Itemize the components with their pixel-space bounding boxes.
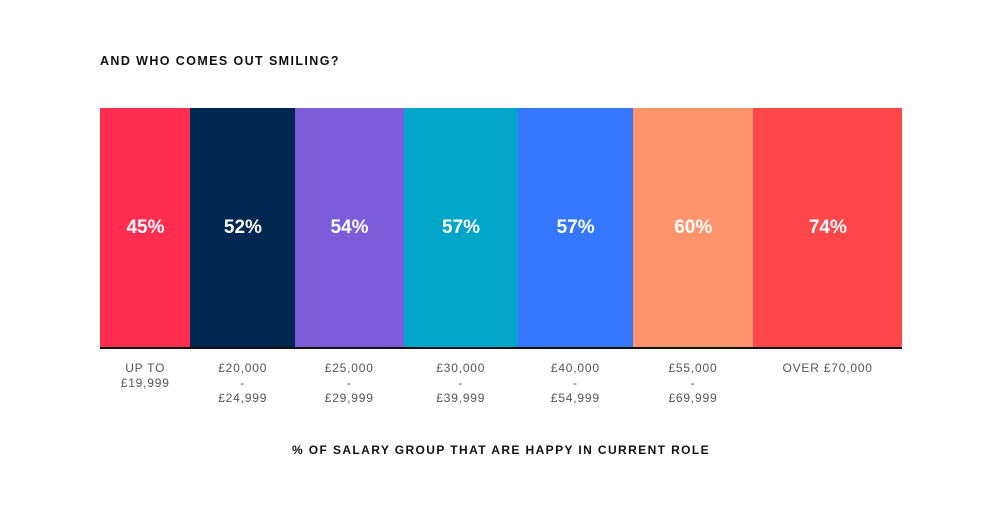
bar: 74% — [753, 108, 903, 348]
category-label: £55,000- £69,999 — [633, 361, 754, 406]
category-label-line: £29,999 — [324, 391, 374, 405]
category-label-line: £30,000 — [436, 361, 486, 375]
category-label-line: £25,000 — [324, 361, 374, 375]
bar-value-label: 57% — [556, 217, 595, 238]
bar-value-label: 45% — [126, 217, 165, 238]
category-label: UP TO £19,999 — [100, 361, 190, 391]
category-label-line: £39,999 — [436, 391, 486, 405]
category-label: £20,000- £24,999 — [190, 361, 295, 406]
category-label-line: £69,999 — [668, 391, 718, 405]
bars-area: 45% 52% 54% 57% 57% 60% 74% — [100, 108, 903, 348]
category-label-line: £55,000 — [668, 361, 718, 375]
x-axis-label: % OF SALARY GROUP THAT ARE HAPPY IN CURR… — [291, 443, 711, 457]
chart-title: AND WHO COMES OUT SMILING? — [100, 54, 340, 68]
category-label: £40,000- £54,999 — [518, 361, 633, 406]
bar: 57% — [403, 108, 519, 348]
category-label-line: UP TO — [125, 361, 166, 375]
category-label: OVER £70,000 — [753, 361, 902, 376]
category-label-line: £19,999 — [120, 376, 170, 390]
category-labels: UP TO £19,999 £20,000- £24,999 £25,000- £29,9… — [100, 361, 902, 421]
category-label-line: £20,000 — [218, 361, 268, 375]
category-label-line: - — [458, 376, 464, 390]
bar-value-label: 52% — [223, 217, 262, 238]
bar: 52% — [190, 108, 296, 348]
bar-value-label: 57% — [442, 217, 481, 238]
bar-value-label: 60% — [674, 217, 713, 238]
category-label-line: £24,999 — [218, 391, 268, 405]
category-label-line: - — [346, 376, 352, 390]
category-label-line: £54,999 — [550, 391, 600, 405]
category-label-line: - — [572, 376, 578, 390]
bar-value-label: 54% — [330, 217, 369, 238]
category-label-line: £40,000 — [550, 361, 600, 375]
category-label: £25,000- £29,999 — [295, 361, 404, 406]
category-label: £30,000- £39,999 — [404, 361, 519, 406]
bar: 57% — [518, 108, 634, 348]
category-label-line: OVER £70,000 — [782, 361, 873, 375]
category-label-line: - — [240, 376, 246, 390]
category-label-line: - — [690, 376, 696, 390]
x-axis-line — [100, 347, 902, 349]
bar-value-label: 74% — [808, 217, 847, 238]
bar: 45% — [100, 108, 191, 348]
bar: 60% — [632, 108, 754, 348]
bar: 54% — [294, 108, 404, 348]
